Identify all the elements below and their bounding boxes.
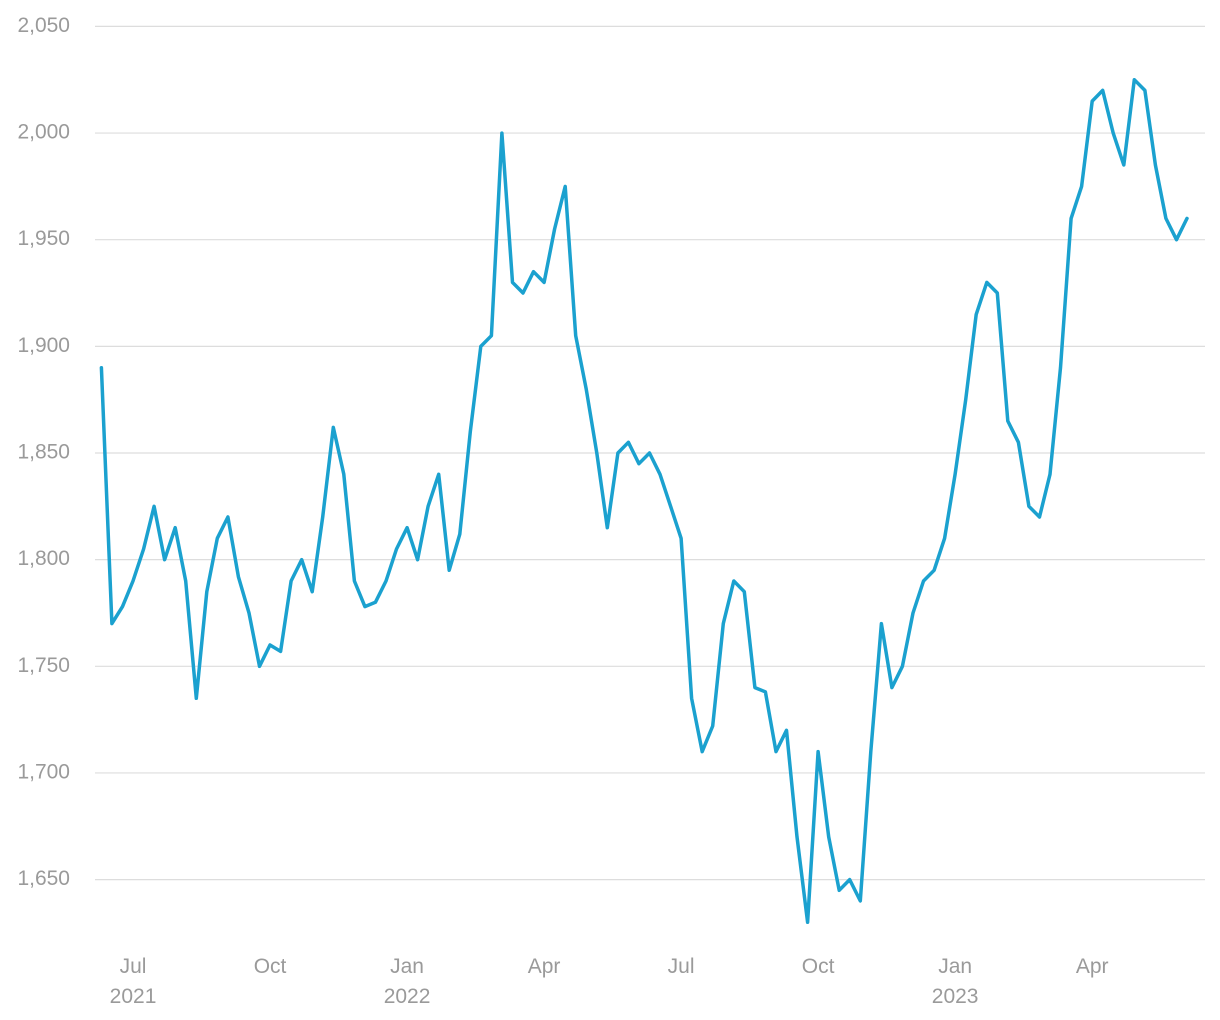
y-tick-label: 1,700: [17, 761, 70, 784]
y-tick-label: 1,850: [17, 441, 70, 464]
x-tick-label: Jul 2021: [109, 955, 157, 1008]
x-tick-label: Jan 2023: [931, 955, 979, 1008]
y-tick-label: 2,050: [17, 14, 70, 37]
y-tick-label: 1,750: [17, 654, 70, 677]
line: [99, 77, 1189, 925]
y-tick-label: 1,950: [17, 227, 70, 250]
x-tick-label: Apr: [1075, 955, 1109, 978]
y-tick-label: 1,650: [17, 867, 70, 890]
y-tick-label: 2,000: [17, 121, 70, 144]
x-tick-label: Oct: [253, 955, 287, 978]
y-tick-label: 1,900: [17, 334, 70, 357]
x-tick-label: Apr: [527, 955, 561, 978]
x-tick-label: Jan 2022: [383, 955, 431, 1008]
x-tick-label: Oct: [801, 955, 835, 978]
x-tick-label: Jul: [667, 955, 695, 978]
y-tick-label: 1,800: [17, 547, 70, 570]
